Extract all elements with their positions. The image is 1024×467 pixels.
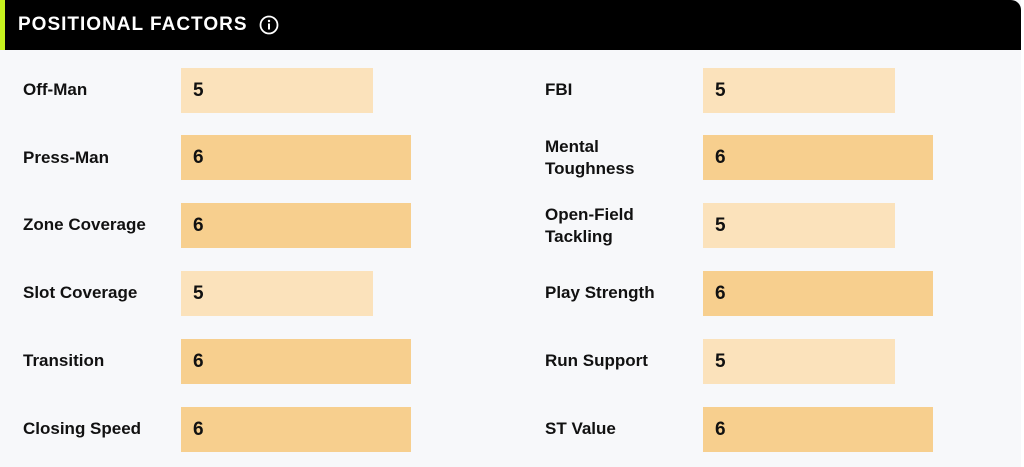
factor-label-off-man: Off-Man bbox=[23, 80, 88, 99]
factor-bar-play-strength: 6 bbox=[703, 271, 933, 316]
factor-label-fbi: FBI bbox=[545, 80, 573, 99]
factor-label-slot-coverage: Slot Coverage bbox=[23, 283, 138, 302]
factor-bar-closing-speed: 6 bbox=[181, 407, 411, 452]
factor-value: 5 bbox=[715, 79, 726, 101]
factor-value: 6 bbox=[715, 282, 726, 304]
factor-label-open-field-tackling: Open-Field Tackling bbox=[545, 204, 634, 248]
factor-label-play-strength: Play Strength bbox=[545, 283, 655, 302]
factor-value: 5 bbox=[193, 282, 204, 304]
factor-bar-zone-coverage: 6 bbox=[181, 203, 411, 248]
label-line: Mental bbox=[545, 137, 599, 156]
factor-value: 6 bbox=[193, 418, 204, 440]
factor-bar-slot-coverage: 5 bbox=[181, 271, 373, 316]
factor-value: 6 bbox=[715, 418, 726, 440]
accent-stripe bbox=[0, 0, 5, 50]
label-line: Tackling bbox=[545, 227, 613, 246]
factor-bar-open-field-tackling: 5 bbox=[703, 203, 895, 248]
factor-value: 6 bbox=[193, 214, 204, 236]
factor-label-zone-coverage: Zone Coverage bbox=[23, 215, 146, 234]
factor-value: 6 bbox=[193, 146, 204, 168]
factor-value: 6 bbox=[715, 146, 726, 168]
label-line: Open-Field bbox=[545, 205, 634, 224]
factor-bar-off-man: 5 bbox=[181, 68, 373, 113]
card-header: POSITIONAL FACTORS bbox=[0, 0, 1021, 50]
factor-label-st-value: ST Value bbox=[545, 419, 616, 438]
factor-value: 5 bbox=[715, 350, 726, 372]
factor-label-transition: Transition bbox=[23, 351, 105, 370]
factor-label-mental-toughness: Mental Toughness bbox=[545, 136, 634, 180]
card-title: POSITIONAL FACTORS bbox=[18, 14, 248, 35]
factor-bar-run-support: 5 bbox=[703, 339, 895, 384]
factor-bar-fbi: 5 bbox=[703, 68, 895, 113]
factor-value: 5 bbox=[193, 79, 204, 101]
factor-bar-st-value: 6 bbox=[703, 407, 933, 452]
factor-label-press-man: Press-Man bbox=[23, 148, 109, 167]
factor-value: 6 bbox=[193, 350, 204, 372]
factor-label-closing-speed: Closing Speed bbox=[23, 419, 142, 438]
factor-bar-mental-toughness: 6 bbox=[703, 135, 933, 180]
factor-label-run-support: Run Support bbox=[545, 351, 648, 370]
factor-bar-press-man: 6 bbox=[181, 135, 411, 180]
label-line: Toughness bbox=[545, 159, 635, 178]
factor-value: 5 bbox=[715, 214, 726, 236]
factor-bar-transition: 6 bbox=[181, 339, 411, 384]
info-icon[interactable] bbox=[259, 15, 279, 35]
